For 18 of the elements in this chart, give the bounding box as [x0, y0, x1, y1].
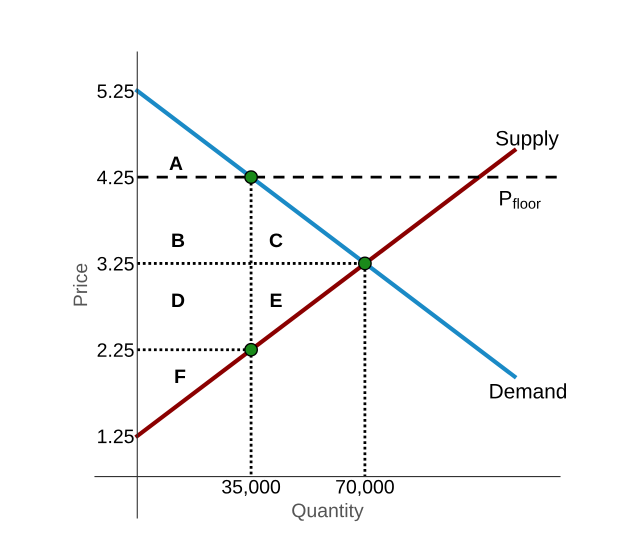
annotation: P$_{floor}$	[500, 191, 541, 209]
annotation: Supply	[496, 130, 559, 150]
y-tick-label: 5.25	[97, 84, 134, 98]
y-tick-label: 2.25	[98, 343, 134, 357]
annotation: D	[172, 294, 184, 308]
annotation: E	[270, 294, 282, 308]
x-tick-label: 35,000	[222, 480, 280, 496]
annotation: B	[172, 234, 184, 248]
annotation: A	[169, 156, 183, 170]
y-tick-label: 4.25	[97, 170, 134, 184]
y-tick-label: 3.25	[97, 256, 134, 271]
x-axis-title: Quantity	[292, 503, 364, 522]
y-axis-title: Price	[72, 264, 88, 306]
annotation: Demand	[490, 383, 566, 399]
annotation: F	[175, 370, 186, 384]
y-tick-label: 1.25	[98, 429, 134, 444]
annotation: C	[270, 233, 282, 248]
x-tick-label: 70,000	[336, 480, 394, 496]
